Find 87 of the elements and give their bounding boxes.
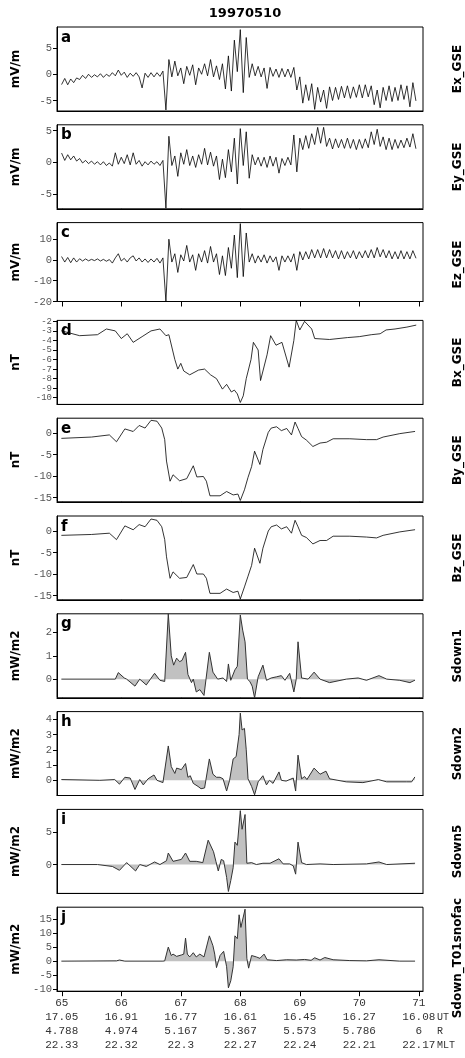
y-tick-label: 4 [45,713,52,726]
annotation: d [61,320,72,339]
y-tick-label: -3 [41,325,52,337]
y-tick-label: 0 [45,525,52,538]
y-tick-label: -5 [39,188,52,201]
y-tick-label: -15 [33,589,52,602]
text: 16.45 5.573 22.24 [283,1011,317,1052]
y-tick-label: 10 [39,233,52,246]
y-tick-label: 10 [39,927,52,940]
y-axis-title: mW/m2 [8,825,22,877]
text: 16.61 5.367 22.27 [223,1011,258,1052]
chart-title: 19970510 [208,5,282,20]
y-axis-title: mW/m2 [8,728,22,780]
y-tick-label: 0 [45,427,52,440]
y-tick-label: 1 [45,759,52,772]
annotation: a [61,27,72,46]
y-tick-label: 0 [45,68,52,81]
text: Sdown5 [449,824,464,879]
text: Sdown2 [449,726,464,781]
text: 16.91 4.974 22.32 [104,1011,139,1052]
y-tick-label: 5 [45,941,52,954]
x-tick-label: 65 [55,997,69,1010]
y-tick-label: -5 [39,448,52,461]
y-tick-label: 0 [45,774,52,787]
y-tick-label: 2 [45,626,52,639]
annotation: i [61,809,67,828]
y-axis-title: mW/m2 [8,630,22,682]
y-tick-label: -5 [41,344,52,356]
y-tick-label: 1 [45,649,52,662]
annotation: c [61,223,70,242]
text: Bx_GSE [449,337,465,388]
annotation: b [61,125,72,144]
y-axis-title: nT [8,450,22,469]
y-tick-label: 5 [45,124,52,137]
y-tick-label: 0 [45,156,52,169]
text: Bz_GSE [449,533,465,583]
text: Ez_GSE [449,240,465,289]
y-axis-title: mV/m [8,147,22,187]
text: 16.08 6 22.17 [402,1011,436,1052]
y-tick-label: 0 [45,858,52,871]
annotation: e [61,418,72,437]
text: Ey_GSE [449,142,465,192]
y-tick-label: -10 [33,568,52,581]
text: 16.27 5.786 22.21 [342,1011,377,1052]
x-tick-label: 71 [412,997,426,1010]
x-tick-label: 66 [114,997,128,1010]
annotation: h [61,712,72,731]
y-tick-label: -10 [33,274,52,287]
text: Ex_GSE [449,44,465,94]
y-tick-label: 2 [45,743,52,756]
y-tick-label: -4 [41,334,52,346]
y-tick-label: -2 [41,315,52,327]
y-tick-label: -8 [41,373,52,385]
annotation: f [61,516,68,535]
y-tick-label: -15 [33,491,52,504]
y-axis-title: mV/m [8,49,22,89]
annotation: g [61,614,72,633]
text: 17.05 4.788 22.33 [45,1011,79,1052]
y-axis-title: mV/m [8,242,22,282]
y-tick-label: 15 [39,913,52,925]
y-tick-label: -6 [41,354,52,366]
x-tick-label: 67 [174,997,188,1010]
y-tick-label: -7 [41,363,52,375]
y-tick-label: -9 [41,382,52,394]
x-tick-label: 69 [293,997,307,1010]
x-tick-label: 70 [352,997,366,1010]
y-tick-label: -5 [39,546,52,559]
y-tick-label: 5 [45,826,52,839]
text: By_GSE [449,435,465,486]
y-tick-label: -10 [35,392,52,404]
y-axis-title: mW/m2 [8,923,22,975]
y-tick-label: 3 [45,728,52,741]
x-tick-label: 68 [233,997,247,1010]
y-tick-label: -20 [33,295,52,308]
y-tick-label: -10 [33,983,52,996]
y-tick-label: -10 [33,470,52,483]
y-tick-label: 0 [45,673,52,686]
y-tick-label: 0 [45,253,52,266]
y-axis-title: nT [8,353,22,371]
y-tick-label: -5 [39,94,52,107]
text: Sdown1 [449,629,464,683]
text: 16.77 5.167 22.3 [164,1011,198,1052]
y-tick-label: -5 [39,969,52,982]
annotation: j [60,907,67,926]
y-axis-title: nT [8,548,22,567]
y-tick-label: 0 [45,955,52,968]
y-tick-label: 5 [45,42,52,54]
